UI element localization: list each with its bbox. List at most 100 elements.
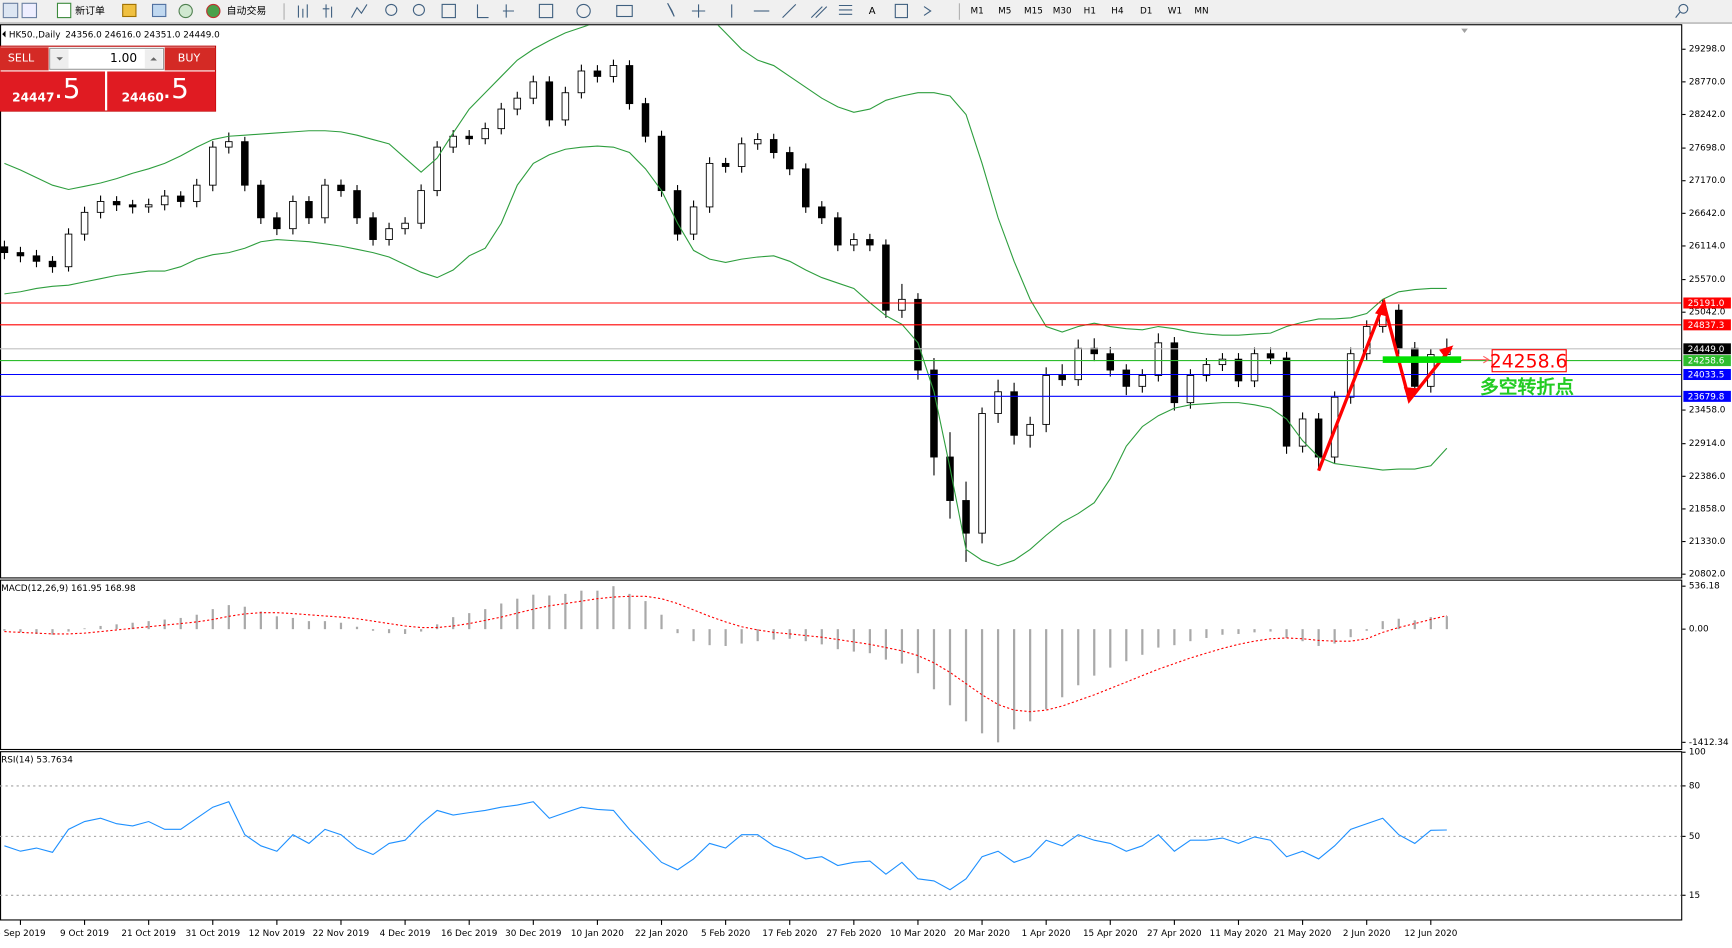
line-icon[interactable]	[351, 4, 368, 18]
auto-trade-button[interactable]: 自动交易	[227, 4, 267, 17]
macd-bar	[1221, 629, 1224, 635]
scroll-icon[interactable]	[476, 4, 489, 19]
zoom-out-icon[interactable]	[412, 3, 425, 16]
zoom-in-icon[interactable]	[385, 3, 398, 16]
sell-price-frac[interactable]: .5	[54, 73, 80, 105]
buy-label[interactable]: BUY	[178, 51, 201, 64]
crosshair-icon[interactable]	[691, 4, 706, 18]
candle-body	[160, 195, 169, 206]
label-icon[interactable]	[894, 3, 909, 19]
candle-body	[1122, 369, 1131, 387]
candle-body	[1042, 375, 1050, 425]
buy-button[interactable]	[164, 47, 216, 71]
candle-body	[32, 255, 41, 262]
icon[interactable]	[21, 2, 38, 19]
x-tick-label: 12 Nov 2019	[249, 929, 306, 939]
toolbar: 新订单 自动交易 A	[0, 0, 1732, 24]
sell-label[interactable]: SELL	[8, 51, 35, 64]
panel-plot	[0, 25, 1682, 567]
timeframe-button[interactable]: M5	[998, 7, 1011, 17]
macd-bar	[163, 619, 166, 630]
macd-bar	[1061, 629, 1064, 698]
level-label-bg	[1683, 319, 1731, 331]
y-tick-label: 20802.0	[1689, 570, 1726, 580]
icon[interactable]	[2, 2, 19, 19]
icon[interactable]	[122, 3, 137, 18]
candle-body	[1218, 358, 1227, 366]
timeframe-button[interactable]: H1	[1084, 7, 1096, 17]
candle-body	[545, 81, 554, 121]
candle-body	[1266, 353, 1275, 359]
macd-bar	[1365, 629, 1368, 631]
timeframe-button[interactable]: H4	[1111, 7, 1124, 17]
sell-price-box[interactable]	[0, 71, 106, 112]
icon[interactable]	[178, 3, 193, 19]
x-tick-label: 12 Jun 2020	[1404, 929, 1458, 939]
period-icon[interactable]	[576, 3, 591, 19]
timeframe-button[interactable]: M15	[1024, 7, 1043, 17]
trade-panel: SELL 1.00 BUY 24447 .5 24460 .5	[0, 45, 217, 112]
y-tick-label: 27698.0	[1689, 144, 1726, 154]
macd-bar	[195, 614, 198, 630]
indicator-icon[interactable]	[538, 3, 554, 19]
candle-body	[737, 143, 746, 167]
timeframe-button[interactable]: W1	[1168, 7, 1182, 17]
macd-bar	[532, 594, 535, 630]
new-order-button[interactable]: 新订单	[75, 4, 105, 17]
buy-price-frac[interactable]: .5	[162, 73, 188, 105]
trendline-icon[interactable]	[782, 4, 797, 18]
timeframe-button[interactable]: D1	[1140, 7, 1152, 17]
shift-icon[interactable]	[502, 4, 514, 18]
tile-icon[interactable]	[441, 3, 456, 19]
analysis-arrow	[1317, 298, 1453, 472]
lots-value[interactable]: 1.00	[110, 51, 137, 65]
candle-body	[802, 168, 810, 208]
bollinger-band	[4, 145, 1448, 567]
timeframe-button[interactable]: M30	[1053, 7, 1072, 17]
candle-body	[946, 456, 954, 501]
search-icon[interactable]	[1678, 3, 1689, 14]
candle-body	[1106, 353, 1115, 371]
x-tick-label: 30 Dec 2019	[505, 929, 561, 939]
bar-chart-icon[interactable]	[297, 4, 308, 18]
timeframe-button[interactable]: MN	[1194, 7, 1208, 17]
sell-button[interactable]	[0, 47, 49, 71]
macd-bar	[468, 613, 471, 630]
toolbar-bg	[0, 0, 1732, 24]
macd-bar	[804, 629, 807, 642]
arrows-icon[interactable]	[923, 6, 932, 16]
buy-price-box[interactable]	[107, 71, 216, 112]
template-icon[interactable]	[616, 4, 633, 18]
timeframe-button[interactable]: M1	[970, 7, 983, 17]
channel-icon[interactable]	[810, 6, 828, 18]
fibo-icon[interactable]	[838, 4, 853, 15]
candle-body	[962, 500, 970, 534]
x-tick-label: 1 Apr 2020	[1022, 929, 1071, 939]
text-icon[interactable]: A	[869, 6, 876, 17]
candle-body	[209, 146, 217, 186]
level-label: 24033.5	[1688, 371, 1725, 381]
macd-bar	[932, 629, 936, 690]
sell-price[interactable]: 24447	[12, 90, 54, 104]
y-tick-label: 80	[1689, 781, 1701, 791]
y-tick-label: 21858.0	[1689, 504, 1726, 514]
candle-body	[0, 246, 9, 254]
buy-price[interactable]: 24460	[122, 90, 164, 104]
new-order-icon[interactable]	[56, 2, 72, 19]
level-label-bg	[1683, 297, 1731, 309]
candle-body	[144, 204, 153, 208]
macd-bar	[996, 629, 1000, 743]
auto-trade-icon[interactable]	[206, 3, 221, 19]
indicator-title: RSI(14) 53.7634	[1, 755, 73, 765]
icon[interactable]	[151, 3, 167, 18]
x-tick-label: 9 Oct 2019	[60, 929, 109, 939]
candle-icon[interactable]	[322, 4, 333, 18]
lots-field[interactable]	[49, 47, 165, 70]
macd-bar	[403, 629, 407, 634]
macd-bar	[1125, 629, 1128, 662]
candle-body	[481, 128, 489, 140]
candle-body	[785, 152, 794, 170]
candle-body	[385, 228, 393, 240]
cursor-icon[interactable]	[667, 3, 675, 17]
y-tick-label: 29298.0	[1689, 45, 1726, 55]
